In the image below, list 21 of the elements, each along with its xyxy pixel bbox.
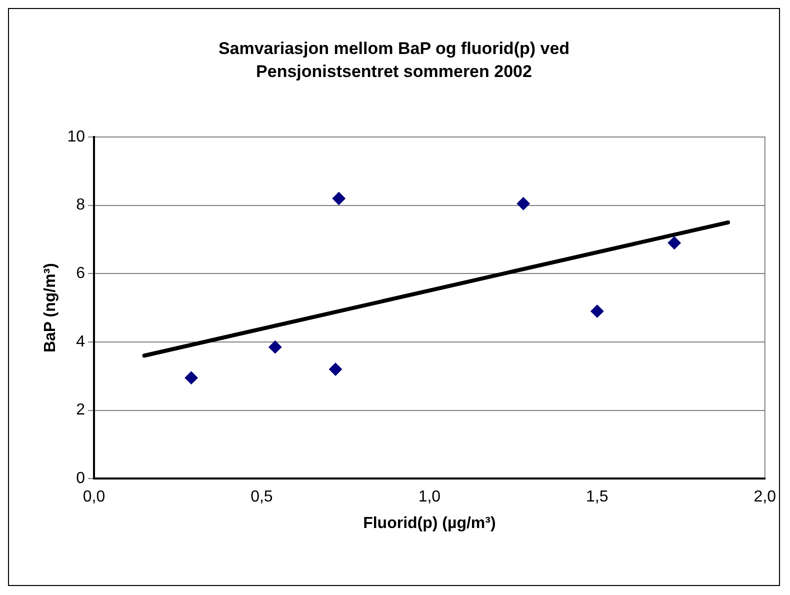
y-tick-label: 4: [76, 333, 86, 350]
x-axis-title: Fluorid(p) (µg/m³): [363, 514, 496, 532]
x-tick-label: 0,0: [82, 488, 106, 506]
x-tick-label: 2,0: [754, 488, 776, 506]
y-axis-title: BaP (ng/m³): [42, 263, 60, 353]
point: [516, 197, 530, 210]
point: [184, 371, 198, 384]
y-tick-label: 6: [76, 265, 86, 282]
x-tick-label: 0,5: [250, 488, 273, 506]
x-tick-label: 1,5: [586, 488, 608, 506]
point: [332, 192, 346, 205]
y-tick-label: 10: [67, 128, 86, 146]
point: [268, 340, 282, 354]
point: [329, 362, 342, 376]
point: [590, 304, 604, 318]
chart-title: Samvariasjon mellom BaP og fluorid(p) ved Pensjonistsentret sommeren 2002: [217, 38, 571, 83]
point: [668, 236, 681, 250]
y-tick-label: 0: [76, 470, 86, 488]
y-tick-label: 2: [76, 402, 86, 419]
y-tick-label: 8: [76, 196, 86, 214]
x-tick-label: 1,0: [418, 488, 441, 506]
